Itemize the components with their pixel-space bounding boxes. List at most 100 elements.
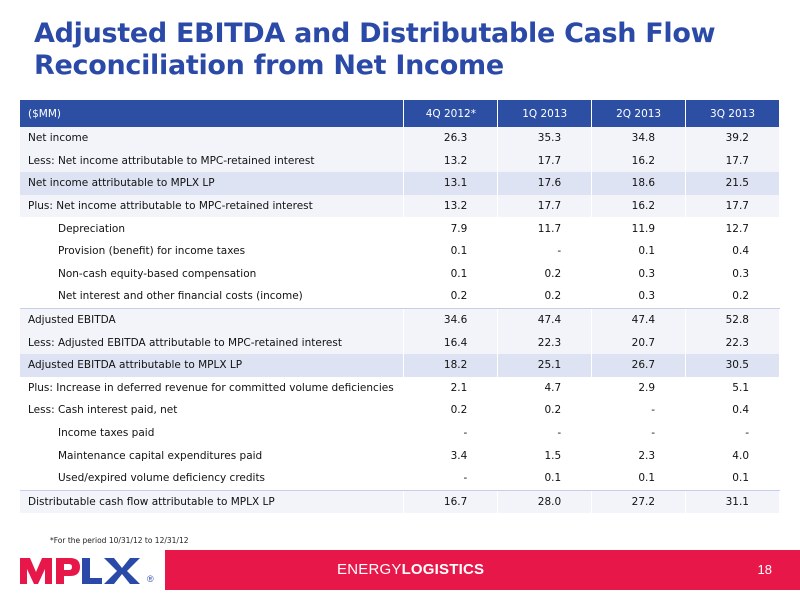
row-label: Plus: Increase in deferred revenue for c…: [20, 376, 405, 400]
cell-value: 0.4: [685, 239, 780, 263]
row-label: Maintenance capital expenditures paid: [20, 444, 405, 467]
table-row: Depreciation 7.9 11.7 11.9 12.7: [20, 217, 780, 240]
table-row: Net income 26.3 35.3 34.8 39.2: [20, 127, 780, 150]
cell-value: 12.7: [685, 217, 780, 240]
header-4q2012: 4Q 2012*: [403, 100, 499, 127]
cell-value: -: [591, 399, 687, 422]
table-row-subtotal: Adjusted EBITDA attributable to MPLX LP …: [20, 353, 780, 377]
registered-mark: ®: [147, 574, 154, 584]
brand-bold: LOGISTICS: [401, 561, 485, 578]
cell-value: 39.2: [685, 127, 780, 150]
cell-value: 28.0: [497, 490, 593, 514]
cell-value: 17.7: [685, 194, 780, 218]
cell-value: 0.1: [591, 239, 687, 263]
row-label: Income taxes paid: [20, 421, 405, 445]
cell-value: 0.1: [403, 239, 499, 263]
table-header-row: ($MM) 4Q 2012* 1Q 2013 2Q 2013 3Q 2013: [20, 100, 780, 127]
row-label: Used/expired volume deficiency credits: [20, 466, 405, 491]
table-row: Less: Net income attributable to MPC-ret…: [20, 149, 780, 173]
cell-value: 0.3: [591, 262, 687, 286]
footer: ® ENERGYLOGISTICS 18: [0, 550, 800, 590]
cell-value: 25.1: [497, 353, 593, 377]
cell-value: -: [497, 239, 593, 263]
cell-value: 0.2: [497, 399, 593, 422]
cell-value: 52.8: [685, 308, 780, 332]
cell-value: 4.0: [685, 444, 780, 467]
cell-value: 0.2: [497, 285, 593, 309]
cell-value: 0.1: [685, 466, 780, 491]
cell-value: 2.9: [591, 376, 687, 400]
cell-value: 35.3: [497, 127, 593, 150]
page-title: Adjusted EBITDA and Distributable Cash F…: [34, 18, 774, 82]
cell-value: 16.2: [591, 149, 687, 173]
cell-value: 11.9: [591, 217, 687, 240]
cell-value: 0.2: [685, 285, 780, 309]
cell-value: 22.3: [685, 331, 780, 354]
footer-bar: ENERGYLOGISTICS 18: [165, 550, 800, 590]
row-label: Less: Net income attributable to MPC-ret…: [20, 149, 405, 173]
cell-value: 0.1: [591, 466, 687, 491]
cell-value: 13.2: [403, 194, 499, 218]
cell-value: 1.5: [497, 444, 593, 467]
cell-value: 17.7: [497, 194, 593, 218]
cell-value: 0.3: [685, 262, 780, 286]
reconciliation-table: ($MM) 4Q 2012* 1Q 2013 2Q 2013 3Q 2013 N…: [20, 100, 780, 514]
cell-value: 21.5: [685, 172, 780, 195]
cell-value: 0.4: [685, 399, 780, 422]
cell-value: 18.2: [403, 353, 499, 377]
cell-value: 0.2: [497, 262, 593, 286]
cell-value: 13.1: [403, 172, 499, 195]
header-1q2013: 1Q 2013: [497, 100, 593, 127]
mplx-logo-graphic: [20, 558, 140, 584]
title-line-2: Reconciliation from Net Income: [34, 50, 504, 81]
cell-value: 27.2: [591, 490, 687, 514]
cell-value: 0.2: [403, 285, 499, 309]
cell-value: 13.2: [403, 149, 499, 173]
cell-value: 4.7: [497, 376, 593, 400]
table-row-subtotal: Adjusted EBITDA 34.6 47.4 47.4 52.8: [20, 308, 780, 332]
row-label: Net interest and other financial costs (…: [20, 285, 405, 309]
header-units: ($MM): [20, 100, 405, 127]
cell-value: -: [497, 421, 593, 445]
table-row: Provision (benefit) for income taxes 0.1…: [20, 239, 780, 263]
cell-value: -: [591, 421, 687, 445]
cell-value: 0.3: [591, 285, 687, 309]
cell-value: 26.7: [591, 353, 687, 377]
cell-value: 3.4: [403, 444, 499, 467]
table-row: Net interest and other financial costs (…: [20, 285, 780, 309]
cell-value: 30.5: [685, 353, 780, 377]
cell-value: 16.4: [403, 331, 499, 354]
mplx-logo: [18, 552, 163, 588]
row-label: Less: Adjusted EBITDA attributable to MP…: [20, 331, 405, 354]
row-label: Net income: [20, 127, 405, 150]
cell-value: 2.3: [591, 444, 687, 467]
cell-value: 0.2: [403, 399, 499, 422]
row-label: Depreciation: [20, 217, 405, 240]
cell-value: -: [403, 466, 499, 491]
cell-value: -: [685, 421, 780, 445]
header-3q2013: 3Q 2013: [685, 100, 780, 127]
brand-light: ENERGY: [337, 561, 402, 578]
row-label: Distributable cash flow attributable to …: [20, 490, 405, 514]
cell-value: 31.1: [685, 490, 780, 514]
cell-value: 18.6: [591, 172, 687, 195]
table-row: Plus: Increase in deferred revenue for c…: [20, 376, 780, 400]
table-row: Used/expired volume deficiency credits -…: [20, 466, 780, 491]
footnote: *For the period 10/31/12 to 12/31/12: [50, 536, 189, 545]
cell-value: 22.3: [497, 331, 593, 354]
cell-value: 26.3: [403, 127, 499, 150]
row-label: Provision (benefit) for income taxes: [20, 239, 405, 263]
row-label: Net income attributable to MPLX LP: [20, 172, 405, 195]
table-row-total: Distributable cash flow attributable to …: [20, 490, 780, 514]
table-row: Maintenance capital expenditures paid 3.…: [20, 444, 780, 467]
cell-value: -: [403, 421, 499, 445]
cell-value: 47.4: [497, 308, 593, 332]
cell-value: 0.1: [403, 262, 499, 286]
table-row: Less: Cash interest paid, net 0.2 0.2 - …: [20, 399, 780, 422]
cell-value: 17.6: [497, 172, 593, 195]
cell-value: 47.4: [591, 308, 687, 332]
header-2q2013: 2Q 2013: [591, 100, 687, 127]
cell-value: 34.6: [403, 308, 499, 332]
table-row: Less: Adjusted EBITDA attributable to MP…: [20, 331, 780, 354]
cell-value: 7.9: [403, 217, 499, 240]
